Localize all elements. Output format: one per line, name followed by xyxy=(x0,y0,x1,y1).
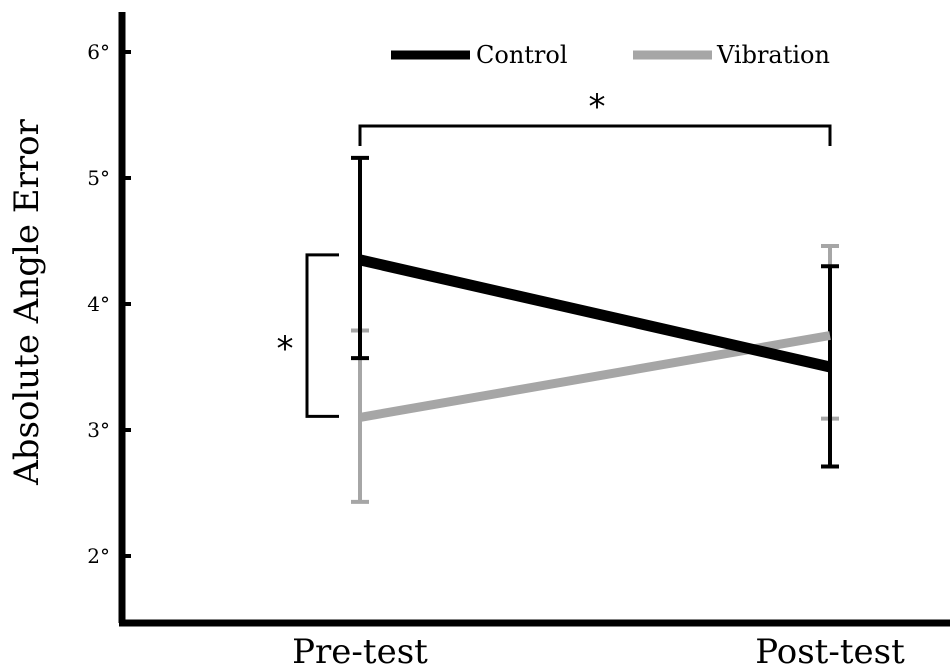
bracket-time xyxy=(358,124,832,146)
x-ticks: Pre-test Post-test xyxy=(292,632,905,665)
error-bars xyxy=(351,155,839,504)
significance-brackets: ** xyxy=(277,87,832,418)
bracket-group xyxy=(305,253,339,418)
x-tick-label: Post-test xyxy=(755,632,905,665)
y-ticks: 2° 3° 4° 5° 6° xyxy=(87,40,131,568)
legend-label-vibration: Vibration xyxy=(716,41,830,69)
series-lines xyxy=(358,254,832,422)
legend: Control Vibration xyxy=(391,41,830,69)
legend-label-control: Control xyxy=(476,41,568,69)
y-tick-label: 2° xyxy=(87,544,110,568)
y-tick-label: 6° xyxy=(87,40,110,64)
series-line-control xyxy=(358,254,832,373)
y-tick-label: 4° xyxy=(87,292,110,316)
significance-star: * xyxy=(277,329,294,369)
y-tick-label: 5° xyxy=(87,166,110,190)
y-tick-label: 3° xyxy=(87,418,110,442)
x-tick-label: Pre-test xyxy=(292,632,428,665)
significance-star: * xyxy=(589,87,606,127)
y-axis-label: Absolute Angle Error xyxy=(7,118,47,485)
axes xyxy=(118,12,950,627)
